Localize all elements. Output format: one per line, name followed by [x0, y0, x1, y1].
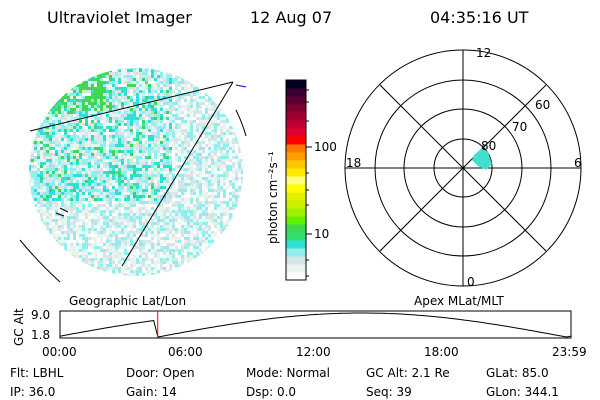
- colorbar-band: [286, 112, 306, 121]
- colorbar-band: [286, 176, 306, 185]
- ring-label-60: 60: [535, 98, 551, 112]
- colorbar-band: [286, 264, 306, 273]
- geographic-title: Geographic Lat/Lon: [69, 294, 187, 308]
- colorbar-band: [286, 160, 306, 169]
- colorbar-band: [286, 240, 306, 249]
- polar-grid: [344, 49, 582, 287]
- ring-label-80: 80: [481, 139, 497, 153]
- altitude-curve: [59, 312, 571, 338]
- info-field: Flt: LBHL: [10, 366, 64, 380]
- colorbar-tick-10: 10: [314, 227, 330, 241]
- altitude-plot-frame: [59, 310, 572, 339]
- colorbar: [286, 80, 306, 281]
- colorbar-band: [286, 136, 306, 145]
- colorbar-band: [286, 80, 306, 89]
- colorbar-band: [286, 192, 306, 201]
- info-field: GLon: 344.1: [486, 385, 559, 399]
- colorbar-frame: [285, 79, 307, 281]
- colorbar-band: [286, 120, 306, 129]
- spacecraft-marker: [235, 84, 247, 88]
- colorbar-band: [286, 200, 306, 209]
- colorbar-band: [286, 272, 306, 281]
- apex-title: Apex MLat/MLT: [414, 294, 504, 308]
- instrument-title: Ultraviolet Imager: [47, 8, 192, 27]
- info-field: Dsp: 0.0: [246, 385, 297, 399]
- xtick-1200: 12:00: [296, 345, 331, 359]
- polar-label-12: 12: [476, 46, 492, 60]
- colorbar-tick-100: 100: [314, 140, 337, 154]
- info-field: IP: 36.0: [10, 385, 56, 399]
- polar-label-0: 0: [467, 275, 475, 289]
- colorbar-band: [286, 96, 306, 105]
- colorbar-band: [286, 104, 306, 113]
- colorbar-band: [286, 224, 306, 233]
- colorbar-band: [286, 232, 306, 241]
- info-field: Seq: 39: [366, 385, 412, 399]
- polar-label-6: 6: [574, 156, 582, 170]
- colorbar-band: [286, 128, 306, 137]
- colorbar-label: photon cm⁻²s⁻¹: [266, 151, 280, 244]
- colorbar-band: [286, 184, 306, 193]
- xtick-1800: 18:00: [424, 345, 459, 359]
- xtick-0600: 06:00: [168, 345, 203, 359]
- polar-auroral-blob: [472, 148, 492, 170]
- ring-label-70: 70: [512, 120, 528, 134]
- xtick-0000: 00:00: [42, 345, 77, 359]
- colorbar-ticks: [306, 89, 312, 277]
- altitude-axis-label: GC Alt: [12, 308, 26, 346]
- time-label: 04:35:16 UT: [430, 8, 529, 27]
- polar-label-18: 18: [346, 156, 362, 170]
- colorbar-band: [286, 144, 306, 153]
- colorbar-band: [286, 256, 306, 265]
- colorbar-band: [286, 208, 306, 217]
- colorbar-band: [286, 152, 306, 161]
- image-overlay-lines: [19, 81, 247, 283]
- info-field: Mode: Normal: [246, 366, 330, 380]
- colorbar-band: [286, 88, 306, 97]
- colorbar-band: [286, 168, 306, 177]
- info-field: Gain: 14: [126, 385, 177, 399]
- info-field: Door: Open: [126, 366, 195, 380]
- colorbar-band: [286, 216, 306, 225]
- xtick-2359: 23:59: [552, 345, 587, 359]
- ytick-9: 9.0: [31, 308, 51, 322]
- colorbar-band: [286, 248, 306, 257]
- ytick-1-8: 1.8: [31, 328, 51, 342]
- info-field: GC Alt: 2.1 Re: [366, 366, 450, 380]
- date-label: 12 Aug 07: [250, 8, 333, 27]
- info-field: GLat: 85.0: [486, 366, 549, 380]
- uv-auroral-image: [29, 68, 243, 276]
